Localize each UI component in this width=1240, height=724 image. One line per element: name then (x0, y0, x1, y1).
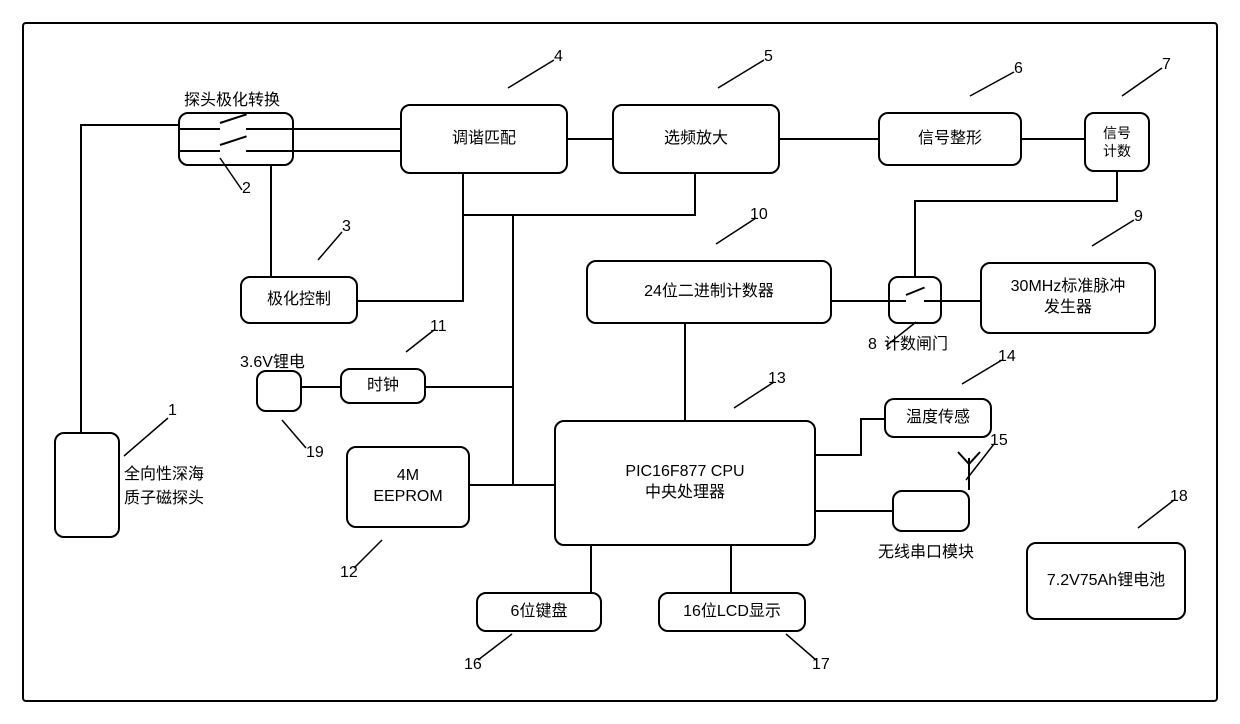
node-probe (54, 432, 120, 538)
edge-main-vertical (512, 214, 514, 486)
node-tuning-match: 调谐匹配 (400, 104, 568, 174)
edge-1-2-h (80, 124, 178, 126)
edge-13-16 (590, 546, 592, 592)
edge-2-4-top (294, 128, 400, 130)
node-eeprom: 4MEEPROM (346, 446, 470, 528)
leader-num-11: 11 (430, 318, 447, 336)
edge-7-down (1116, 172, 1118, 200)
node-freq-amp: 选频放大 (612, 104, 780, 174)
switch-n8-right (924, 300, 940, 302)
node-wireless-module (892, 490, 970, 532)
edge-12-join (470, 484, 514, 486)
edge-main-to-cpu (512, 484, 554, 486)
leader-num-10: 10 (750, 206, 768, 224)
node-probe-label: 全向性深海质子磁探头 (124, 460, 204, 508)
leader-num-13: 13 (768, 370, 786, 388)
node-binary-counter: 24位二进制计数器 (586, 260, 832, 324)
node-polarization-control: 极化控制 (240, 276, 358, 324)
node-lcd: 16位LCD显示 (658, 592, 806, 632)
edge-8-9 (942, 300, 980, 302)
edge-8-10 (832, 300, 888, 302)
switch-n8-left (890, 300, 906, 302)
node-battery: 7.2V75Ah锂电池 (1026, 542, 1186, 620)
node-pulse-gen: 30MHz标准脉冲发生器 (980, 262, 1156, 334)
switch-n2-bot-left (180, 150, 220, 152)
edge-13-14h (816, 454, 862, 456)
node-keyboard: 6位键盘 (476, 592, 602, 632)
edge-7-8-h (914, 200, 1118, 202)
switch-n2-bot-right (246, 150, 292, 152)
leader-num-14: 14 (998, 348, 1016, 366)
edge-4-down (462, 174, 464, 300)
edge-13-15 (816, 510, 892, 512)
leader-num-16: 16 (464, 656, 482, 674)
edge-2-4-bot (294, 150, 400, 152)
edge-10-13 (684, 324, 686, 420)
switch-n2-top-right (246, 128, 292, 130)
edge-19-11 (302, 386, 340, 388)
edge-3-4-join (358, 300, 464, 302)
node-small-battery-title: 3.6V锂电 (240, 348, 305, 372)
edge-2-3 (270, 166, 272, 276)
leader-num-1: 1 (168, 402, 177, 420)
switch-n2-top-left (180, 128, 220, 130)
leader-num-12: 12 (340, 564, 358, 582)
leader-num-17: 17 (812, 656, 830, 674)
edge-5-down (694, 174, 696, 214)
leader-num-2: 2 (242, 180, 251, 198)
leader-num-4: 4 (554, 48, 563, 66)
edge-13-17 (730, 546, 732, 592)
node-count-gate-title: 计数闸门 (884, 330, 948, 354)
node-temp-sensor: 温度传感 (884, 398, 992, 438)
diagram-frame: 全向性深海质子磁探头 1 探头极化转换 2 极化控制 3 调谐匹配 4 选频放大… (22, 22, 1218, 702)
node-wireless-title: 无线串口模块 (878, 538, 974, 562)
edge-7-8-v (914, 200, 916, 276)
edge-4-5 (568, 138, 612, 140)
leader-num-15: 15 (990, 432, 1008, 450)
node-signal-shaping: 信号整形 (878, 112, 1022, 166)
edge-13-14h2 (860, 418, 884, 420)
edge-13-14v (860, 418, 862, 456)
leader-num-8: 8 (868, 336, 877, 354)
leader-num-18: 18 (1170, 488, 1188, 506)
leader-num-7: 7 (1162, 56, 1171, 74)
edge-5-6 (780, 138, 878, 140)
edge-6-7 (1022, 138, 1084, 140)
edge-5-join (462, 214, 696, 216)
leader-num-19: 19 (306, 444, 324, 462)
edge-11-join (426, 386, 514, 388)
node-polarization-switch-title: 探头极化转换 (184, 86, 280, 110)
leader-num-6: 6 (1014, 60, 1023, 78)
leader-num-3: 3 (342, 218, 351, 236)
leader-num-5: 5 (764, 48, 773, 66)
leader-num-9: 9 (1134, 208, 1143, 226)
node-signal-count: 信号计数 (1084, 112, 1150, 172)
node-clock: 时钟 (340, 368, 426, 404)
antenna-icon (956, 450, 982, 466)
node-cpu: PIC16F877 CPU中央处理器 (554, 420, 816, 546)
node-small-battery (256, 370, 302, 412)
edge-1-2-v (80, 124, 82, 432)
